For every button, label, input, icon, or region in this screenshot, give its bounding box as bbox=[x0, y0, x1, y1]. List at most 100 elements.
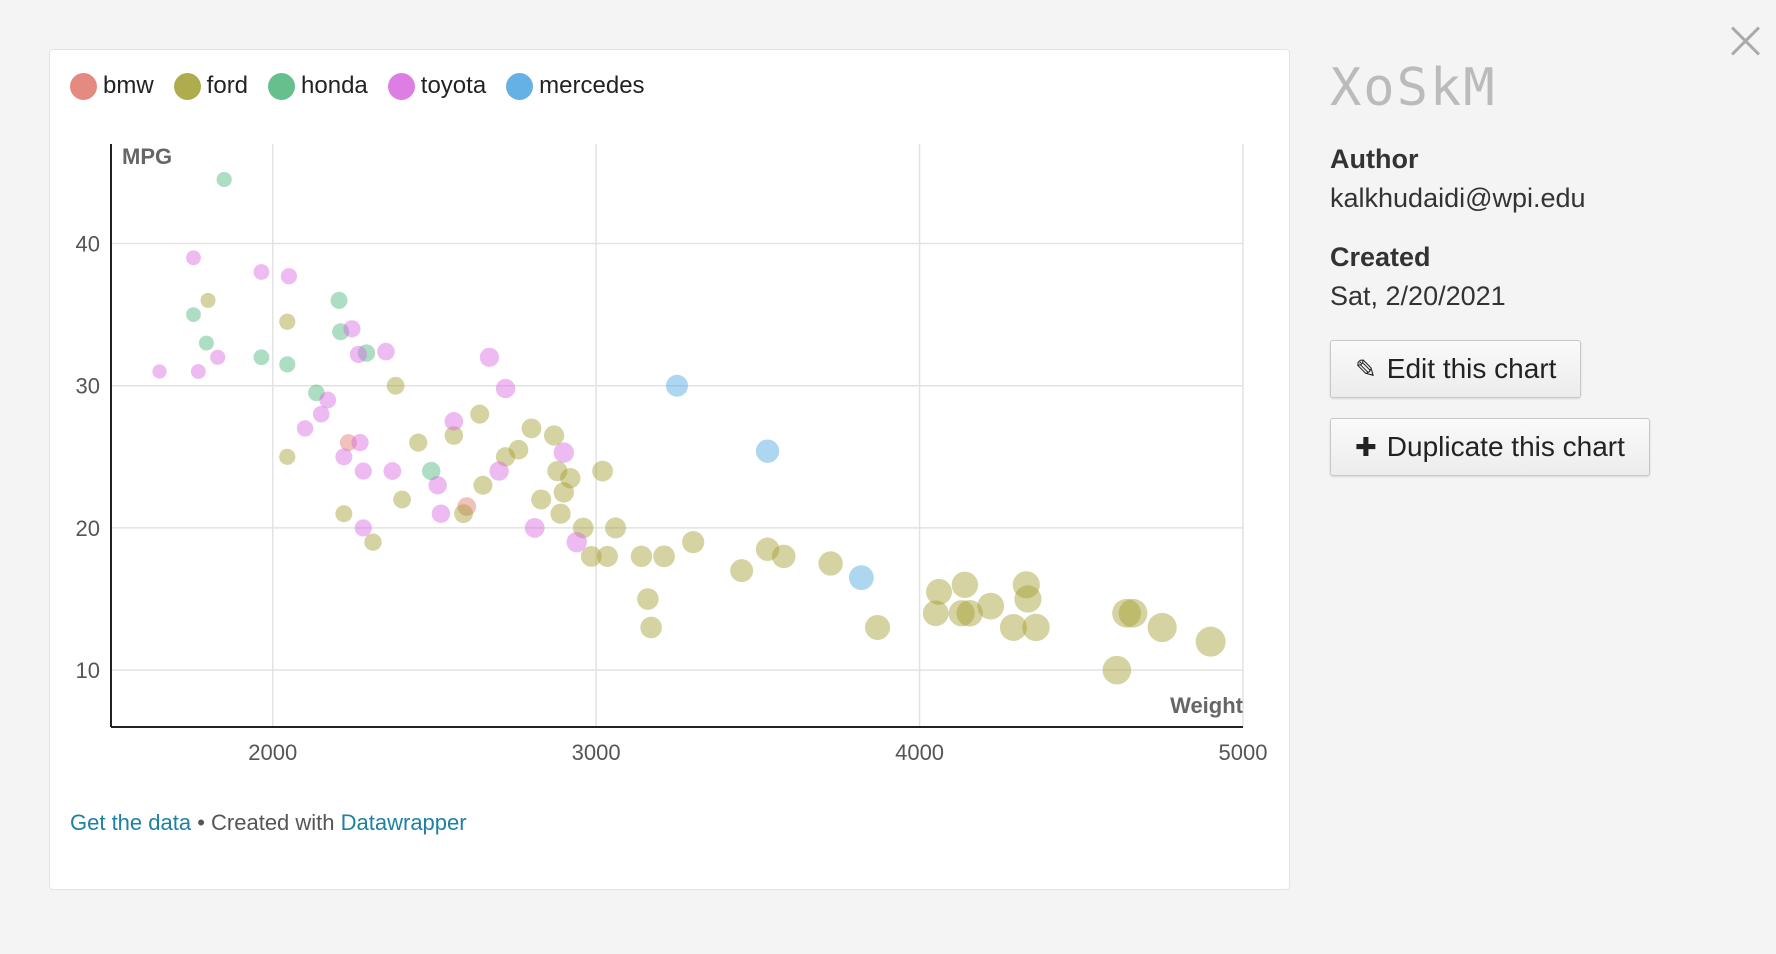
plus-icon: ✚ bbox=[1355, 431, 1377, 462]
data-point-ford bbox=[922, 600, 949, 627]
data-point-ford bbox=[1022, 613, 1050, 642]
created-value: Sat, 2/20/2021 bbox=[1330, 281, 1506, 311]
data-point-ford bbox=[730, 559, 754, 583]
data-point-ford bbox=[454, 504, 473, 524]
data-point-honda bbox=[279, 356, 296, 373]
y-tick-label: 10 bbox=[76, 658, 100, 683]
data-point-ford bbox=[531, 489, 552, 510]
data-point-honda bbox=[330, 291, 348, 309]
legend-item-bmw: bmw bbox=[70, 72, 154, 100]
data-point-ford bbox=[572, 517, 594, 539]
data-point-ford bbox=[473, 475, 493, 495]
data-point-bmw bbox=[339, 434, 357, 452]
datawrapper-link[interactable]: Datawrapper bbox=[340, 810, 467, 835]
data-point-ford bbox=[1147, 612, 1177, 643]
y-tick-label: 40 bbox=[76, 232, 100, 257]
author-value: kalkhudaidi@wpi.edu bbox=[1330, 183, 1586, 213]
duplicate-chart-label: Duplicate this chart bbox=[1386, 431, 1625, 462]
chart-legend: bmw ford honda toyota mercedes bbox=[70, 72, 645, 100]
data-point-toyota bbox=[296, 420, 314, 437]
data-point-ford bbox=[560, 467, 581, 489]
edit-button-wrapper: ✎ Edit this chart bbox=[1330, 340, 1750, 418]
data-point-ford bbox=[640, 616, 662, 639]
data-point-honda bbox=[421, 461, 441, 481]
data-point-ford bbox=[364, 533, 382, 551]
data-point-toyota bbox=[319, 391, 337, 409]
data-point-ford bbox=[1112, 598, 1141, 628]
data-point-toyota bbox=[349, 345, 368, 364]
edit-chart-button[interactable]: ✎ Edit this chart bbox=[1330, 340, 1582, 398]
data-point-honda bbox=[216, 171, 232, 188]
data-point-toyota bbox=[190, 364, 206, 379]
data-point-ford bbox=[279, 313, 296, 330]
data-point-toyota bbox=[524, 518, 545, 538]
get-data-link[interactable]: Get the data bbox=[70, 810, 192, 835]
data-point-ford bbox=[1195, 626, 1226, 657]
data-point-toyota bbox=[431, 504, 451, 523]
chart-id-title: XoSkM bbox=[1330, 58, 1497, 118]
data-point-ford bbox=[409, 433, 428, 452]
data-point-toyota bbox=[253, 264, 270, 280]
data-point-ford bbox=[653, 545, 675, 568]
data-point-bmw bbox=[457, 497, 477, 516]
data-point-ford bbox=[771, 544, 796, 569]
data-point-toyota bbox=[383, 462, 402, 480]
data-point-ford bbox=[279, 448, 296, 465]
close-icon[interactable] bbox=[1728, 22, 1762, 56]
data-point-ford bbox=[605, 517, 627, 539]
data-point-ford bbox=[630, 545, 653, 568]
legend-swatch bbox=[268, 72, 296, 100]
edit-chart-label: Edit this chart bbox=[1386, 353, 1557, 384]
legend-swatch bbox=[506, 72, 534, 100]
data-point-ford bbox=[592, 460, 614, 482]
data-point-ford bbox=[543, 425, 565, 446]
data-point-ford bbox=[1014, 585, 1042, 613]
data-point-ford bbox=[580, 545, 602, 567]
data-point-ford bbox=[470, 404, 490, 424]
legend-label: ford bbox=[206, 72, 249, 99]
y-tick-label: 30 bbox=[76, 374, 100, 399]
y-tick-label: 20 bbox=[76, 516, 100, 541]
data-point-ford bbox=[547, 460, 568, 482]
data-point-toyota bbox=[354, 519, 372, 537]
data-point-ford bbox=[951, 571, 979, 599]
data-point-toyota bbox=[152, 364, 167, 379]
data-point-honda bbox=[357, 344, 376, 362]
created-label: Created bbox=[1330, 242, 1431, 272]
data-point-toyota bbox=[280, 268, 297, 285]
data-point-mercedes bbox=[666, 374, 688, 397]
data-point-ford bbox=[682, 531, 705, 554]
data-point-ford bbox=[550, 503, 571, 524]
legend-label: honda bbox=[301, 72, 368, 99]
data-point-toyota bbox=[479, 347, 500, 367]
chart-card: bmw ford honda toyota mercedes 2000 3000 4000 5… bbox=[49, 49, 1290, 890]
x-tick-label: 4000 bbox=[895, 740, 944, 765]
data-point-ford bbox=[755, 537, 780, 561]
data-point-toyota bbox=[312, 405, 330, 423]
legend-swatch bbox=[70, 72, 97, 100]
data-point-honda bbox=[332, 323, 350, 341]
x-tick-label: 3000 bbox=[572, 740, 621, 765]
data-point-ford bbox=[335, 505, 353, 523]
data-point-toyota bbox=[428, 476, 447, 495]
data-point-toyota bbox=[351, 434, 369, 452]
data-point-ford bbox=[386, 376, 405, 395]
data-point-toyota bbox=[495, 378, 516, 399]
data-point-ford bbox=[1012, 571, 1040, 599]
data-point-ford bbox=[948, 600, 975, 627]
legend-label: toyota bbox=[420, 72, 487, 99]
data-point-toyota bbox=[553, 442, 574, 463]
legend-swatch bbox=[387, 72, 415, 100]
data-point-toyota bbox=[566, 531, 587, 553]
data-point-toyota bbox=[489, 461, 509, 481]
duplicate-chart-button[interactable]: ✚ Duplicate this chart bbox=[1330, 418, 1650, 476]
y-axis-label: MPG bbox=[122, 144, 172, 169]
data-point-ford bbox=[977, 592, 1005, 620]
data-point-ford bbox=[999, 613, 1027, 641]
data-point-toyota bbox=[444, 411, 464, 431]
data-point-ford bbox=[495, 447, 516, 467]
data-point-toyota bbox=[343, 320, 361, 338]
legend-label: mercedes bbox=[539, 72, 645, 99]
x-tick-label: 2000 bbox=[248, 740, 297, 765]
data-point-toyota bbox=[377, 342, 395, 361]
